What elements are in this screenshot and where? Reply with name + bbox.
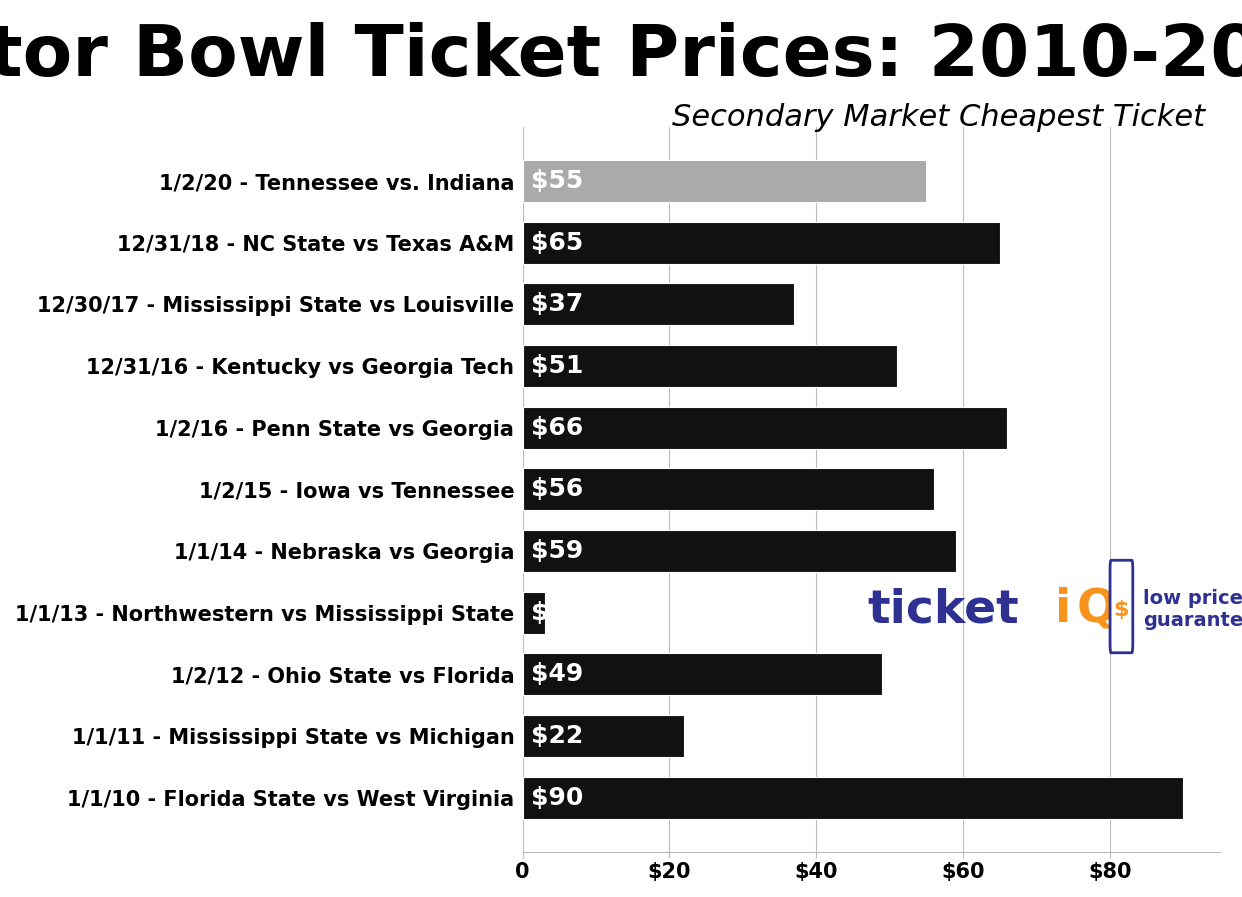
Bar <box>523 406 1007 448</box>
Text: ticket: ticket <box>867 588 1020 632</box>
Text: $3: $3 <box>532 601 566 624</box>
Bar <box>523 222 1000 264</box>
Text: Q: Q <box>1077 588 1117 632</box>
Text: $55: $55 <box>532 169 584 193</box>
Text: Secondary Market Cheapest Ticket: Secondary Market Cheapest Ticket <box>672 103 1205 132</box>
Bar <box>523 530 955 572</box>
Bar <box>523 160 927 202</box>
Text: $65: $65 <box>532 231 584 255</box>
Text: $59: $59 <box>532 539 584 563</box>
Text: $22: $22 <box>532 724 584 748</box>
Text: Gator Bowl Ticket Prices: 2010-2020: Gator Bowl Ticket Prices: 2010-2020 <box>0 22 1242 91</box>
Text: i: i <box>1054 588 1071 632</box>
Text: $: $ <box>1114 599 1129 620</box>
Bar <box>523 283 794 326</box>
Bar <box>523 777 1184 819</box>
Bar <box>523 592 544 633</box>
Text: $51: $51 <box>532 354 584 378</box>
Text: $37: $37 <box>532 292 584 317</box>
Text: $90: $90 <box>532 786 584 810</box>
FancyBboxPatch shape <box>1110 561 1133 653</box>
Text: $56: $56 <box>532 477 584 501</box>
Bar <box>523 468 934 510</box>
Bar <box>523 345 897 387</box>
Bar <box>523 653 882 695</box>
Text: $66: $66 <box>532 415 584 440</box>
Text: $49: $49 <box>532 662 584 686</box>
Text: low price
guarantee: low price guarantee <box>1143 588 1242 631</box>
Bar <box>523 715 684 757</box>
